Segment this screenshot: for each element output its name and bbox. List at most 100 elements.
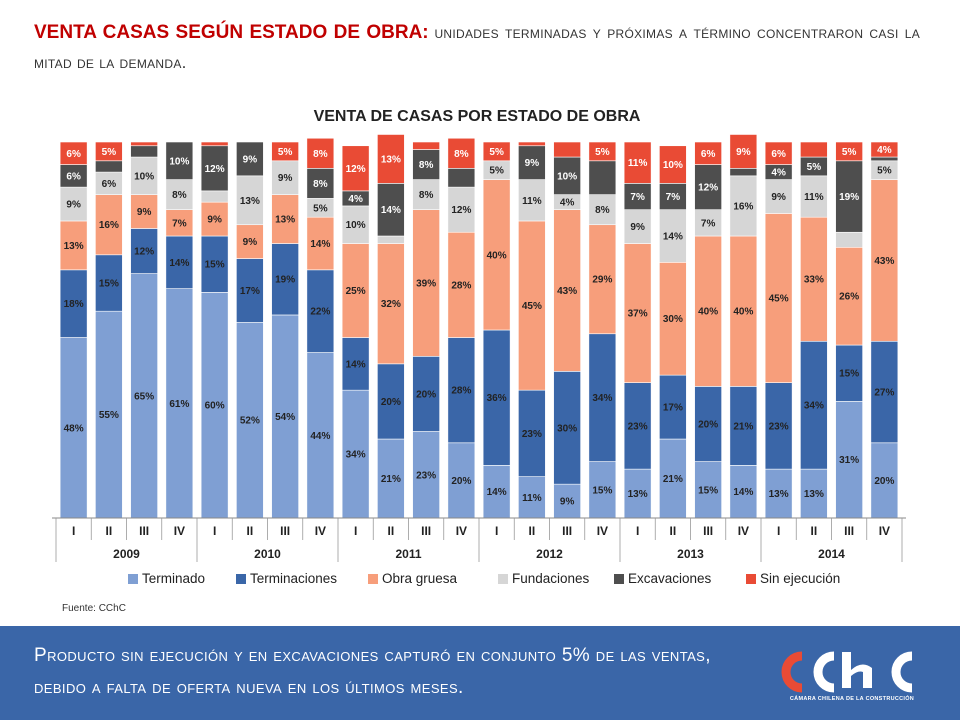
bar-segment — [236, 224, 264, 259]
bar-segment — [764, 468, 793, 519]
legend-label: Terminado — [142, 571, 205, 586]
bar-segment — [200, 190, 229, 203]
bar-segment — [764, 382, 793, 470]
data-label: 32% — [381, 299, 401, 310]
bar-segment — [306, 168, 335, 199]
bar-segment — [659, 374, 687, 440]
bar-segment — [518, 389, 546, 477]
x-tick-label: I — [495, 524, 498, 538]
data-label: 43% — [557, 286, 577, 297]
data-label: 20% — [698, 420, 718, 431]
bar-segment — [729, 134, 758, 169]
data-label: 14% — [663, 232, 683, 243]
data-label: 9% — [525, 158, 540, 169]
bar-segment — [835, 401, 863, 519]
bar-segment — [447, 186, 476, 233]
data-label: 7% — [172, 218, 187, 229]
data-label: 6% — [701, 149, 716, 160]
bar-segment — [377, 438, 405, 519]
x-tick-label: IV — [879, 524, 890, 538]
bar-segment — [694, 141, 722, 165]
bar-segment — [482, 179, 511, 331]
bar-segment — [800, 216, 828, 342]
bar-segment — [271, 141, 299, 162]
bar-segment — [377, 235, 405, 244]
bar-segment — [236, 258, 264, 323]
data-label: 13% — [275, 215, 295, 226]
data-label: 34% — [804, 401, 824, 412]
data-label: 4% — [877, 145, 892, 156]
bar-segment — [482, 465, 511, 519]
year-label: 2009 — [113, 547, 140, 561]
bar-segment — [588, 160, 617, 195]
year-label: 2014 — [818, 547, 845, 561]
data-label: 20% — [874, 476, 894, 487]
data-label: 12% — [451, 205, 471, 216]
bar-segment — [236, 322, 264, 519]
data-label: 13% — [240, 196, 260, 207]
bar-segment — [764, 179, 793, 214]
cchc-logo: CÁMARA CHILENA DE LA CONSTRUCCIÓN — [772, 646, 932, 710]
data-label: 7% — [630, 192, 645, 203]
data-label: 37% — [628, 309, 648, 320]
bar-segment — [870, 141, 899, 158]
bar-segment — [729, 175, 758, 237]
data-label: 26% — [839, 292, 859, 303]
data-label: 14% — [346, 359, 366, 370]
data-label: 13% — [64, 241, 84, 252]
legend-label: Fundaciones — [512, 571, 590, 586]
bar-segment — [377, 243, 405, 365]
data-label: 13% — [769, 489, 789, 500]
bar-segment — [588, 141, 617, 162]
year-label: 2012 — [536, 547, 563, 561]
data-label: 40% — [733, 307, 753, 318]
bar-segment — [165, 209, 194, 237]
data-label: 28% — [451, 280, 471, 291]
bar-segment — [588, 461, 617, 519]
data-label: 60% — [205, 401, 225, 412]
bar-segment — [165, 179, 194, 210]
bar-segment — [236, 175, 264, 226]
data-label: 30% — [663, 314, 683, 325]
bar-segment — [588, 224, 617, 335]
data-label: 12% — [698, 183, 718, 194]
legend-label: Excavaciones — [628, 571, 712, 586]
data-label: 14% — [487, 487, 507, 498]
bar-segment — [623, 243, 652, 383]
bar-segment — [694, 164, 722, 210]
bar-segment — [482, 329, 511, 466]
data-label: 16% — [99, 220, 119, 231]
bar-segment — [412, 149, 440, 180]
data-label: 6% — [771, 149, 786, 160]
bar-segment — [95, 141, 123, 162]
stacked-bar-chart: VENTA DE CASAS POR ESTADO DE OBRA 48% 18% 1… — [52, 108, 906, 614]
data-label: 5% — [877, 166, 892, 177]
legend-swatch — [368, 574, 378, 584]
data-label: 23% — [522, 429, 542, 440]
data-label: 15% — [592, 485, 612, 496]
x-tick-label: II — [529, 524, 536, 538]
x-tick-label: IV — [597, 524, 608, 538]
bar-segment — [377, 134, 405, 184]
data-label: 4% — [771, 168, 786, 179]
data-label: 34% — [346, 450, 366, 461]
data-label: 10% — [346, 220, 366, 231]
year-label: 2010 — [254, 547, 281, 561]
bar-segment — [729, 386, 758, 466]
bar-segment — [200, 292, 229, 519]
legend-swatch — [746, 574, 756, 584]
data-label: 5% — [102, 147, 117, 158]
x-tick-label: III — [703, 524, 713, 538]
bar-segment — [377, 183, 405, 237]
x-tick-label: IV — [738, 524, 749, 538]
cchc-logo-icon — [781, 651, 913, 693]
bar-segment — [518, 141, 546, 147]
bar-segment — [447, 337, 476, 444]
bar-segment — [800, 340, 828, 470]
bar-segment — [412, 141, 440, 150]
bar-segment — [447, 137, 476, 169]
bar-segment — [623, 183, 652, 210]
bar-segment — [518, 220, 546, 391]
data-label: 6% — [66, 171, 81, 182]
x-tick-label: I — [72, 524, 75, 538]
